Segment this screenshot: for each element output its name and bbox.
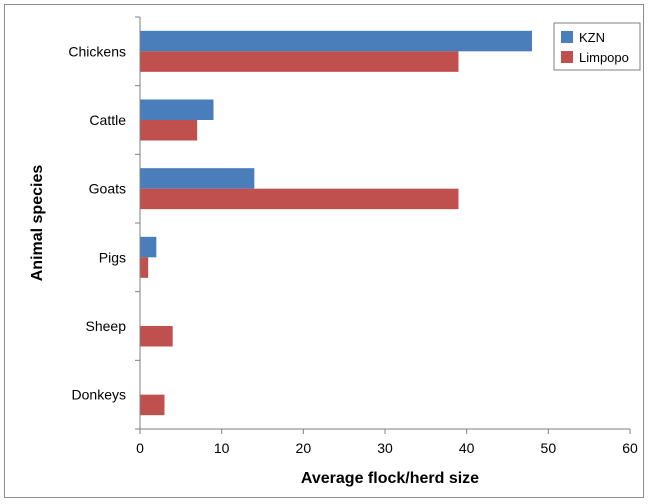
y-tick-label-donkeys: Donkeys <box>72 387 126 403</box>
y-tick-label-cattle: Cattle <box>89 112 126 128</box>
flock-size-bar-chart: Chickens Cattle Goats Pigs Sheep Donkeys 0 10 20… <box>29 16 641 487</box>
x-tick-label-50: 50 <box>541 440 557 456</box>
bar-kzn-cattle <box>140 99 214 120</box>
bar-kzn-pigs <box>140 236 157 258</box>
bar-kzn-chickens <box>140 30 532 52</box>
bar-limpopo-donkeys <box>140 394 165 416</box>
ticks-layer: Chickens Cattle Goats Pigs Sheep Donkeys 0 10 20… <box>68 16 638 456</box>
legend-label-limpopo: Limpopo <box>579 50 629 65</box>
y-tick-label-pigs: Pigs <box>99 249 126 265</box>
x-axis-title: Average flock/herd size <box>301 470 479 487</box>
x-tick-label-20: 20 <box>296 440 312 456</box>
legend-label-kzn: KZN <box>579 30 605 45</box>
y-axis-title: Animal species <box>29 165 46 282</box>
x-tick-label-60: 60 <box>622 440 638 456</box>
bar-kzn-goats <box>140 168 255 189</box>
y-tick-label-goats: Goats <box>89 181 126 197</box>
x-tick-label-40: 40 <box>459 440 475 456</box>
x-tick-label-0: 0 <box>136 440 144 456</box>
y-tick-label-sheep: Sheep <box>86 318 127 334</box>
legend-swatch-limpopo <box>561 51 573 63</box>
bar-limpopo-cattle <box>140 120 198 141</box>
x-tick-label-10: 10 <box>214 440 230 456</box>
bar-limpopo-goats <box>140 188 459 210</box>
y-tick-label-chickens: Chickens <box>68 43 126 59</box>
axes-layer <box>139 17 630 430</box>
bars-layer <box>140 30 532 416</box>
bar-limpopo-chickens <box>140 51 459 72</box>
x-tick-label-30: 30 <box>377 440 393 456</box>
legend: KZN Limpopo <box>553 22 641 71</box>
bar-limpopo-pigs <box>140 257 149 278</box>
chart-frame: Chickens Cattle Goats Pigs Sheep Donkeys 0 10 20… <box>4 4 644 498</box>
legend-swatch-kzn <box>561 31 573 43</box>
bar-limpopo-sheep <box>140 326 173 347</box>
